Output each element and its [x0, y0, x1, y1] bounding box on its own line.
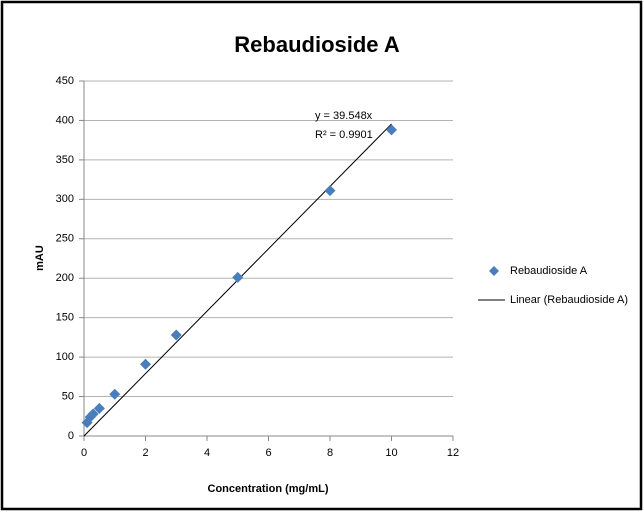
y-tick-label: 0: [68, 430, 74, 442]
data-point: [93, 402, 105, 414]
y-tick-label: 200: [56, 272, 74, 284]
data-point: [140, 358, 151, 370]
y-tick-label: 450: [56, 75, 74, 87]
y-tick-label: 100: [56, 351, 74, 363]
y-tick-label: 150: [56, 312, 74, 324]
data-point: [324, 185, 336, 197]
x-axis-label: Concentration (mg/mL): [208, 483, 329, 495]
data-point: [232, 271, 244, 283]
data-point: [87, 408, 99, 420]
x-tick-label: 12: [447, 447, 459, 459]
data-point: [386, 124, 397, 136]
legend-marker: [489, 266, 499, 276]
y-tick-label: 300: [56, 193, 74, 205]
legend-label: Rebaudioside A: [510, 265, 588, 277]
x-tick-label: 6: [265, 447, 271, 459]
y-tick-label: 400: [56, 114, 74, 126]
x-tick-label: 2: [142, 447, 148, 459]
x-tick-label: 0: [81, 447, 87, 459]
data-point: [170, 329, 182, 341]
y-tick-label: 250: [56, 233, 74, 245]
trendline-equation: y = 39.548x: [315, 110, 373, 122]
y-axis-label: mAU: [34, 245, 46, 271]
chart-title: Rebaudioside A: [234, 32, 400, 57]
x-tick-label: 10: [385, 447, 397, 459]
x-tick-label: 8: [327, 447, 333, 459]
data-point: [109, 388, 121, 400]
y-tick-label: 350: [56, 154, 74, 166]
x-tick-label: 4: [204, 447, 210, 459]
legend-label: Linear (Rebaudioside A): [510, 294, 628, 306]
y-tick-label: 50: [62, 390, 74, 402]
trendline-r-squared: R² = 0.9901: [315, 129, 373, 141]
